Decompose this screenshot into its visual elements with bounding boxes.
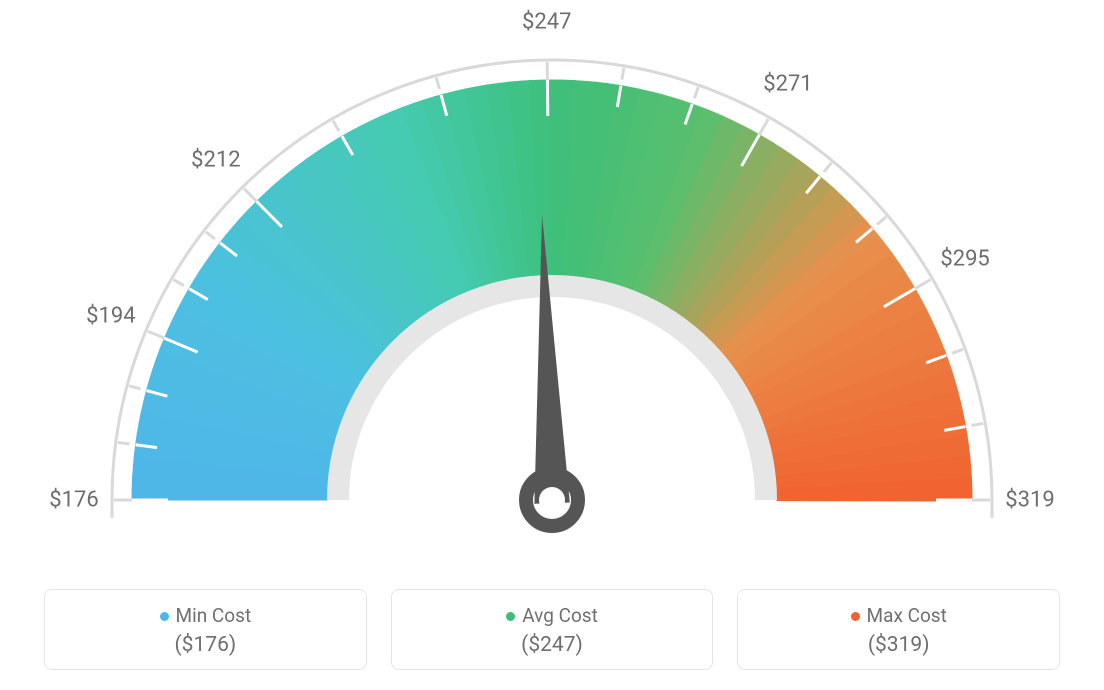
gauge-tick-label: $212: [191, 148, 240, 173]
avg-cost-label: Avg Cost: [522, 604, 598, 627]
max-cost-label: Max Cost: [867, 604, 947, 627]
min-cost-title: Min Cost: [45, 604, 366, 627]
gauge-tick-label: $247: [522, 10, 571, 35]
max-dot: [851, 612, 860, 621]
max-cost-title: Max Cost: [738, 604, 1059, 627]
gauge-tick-label: $194: [86, 303, 135, 328]
avg-dot: [506, 612, 515, 621]
max-cost-value: ($319): [738, 633, 1059, 657]
min-cost-card: Min Cost ($176): [44, 589, 367, 670]
avg-cost-card: Avg Cost ($247): [391, 589, 714, 670]
gauge-tick-label: $271: [763, 72, 812, 97]
max-cost-card: Max Cost ($319): [737, 589, 1060, 670]
avg-cost-value: ($247): [392, 633, 713, 657]
gauge-tick-label: $319: [1005, 488, 1054, 513]
gauge-chart: [0, 0, 1104, 570]
cost-cards: Min Cost ($176) Avg Cost ($247) Max Cost…: [0, 589, 1104, 670]
gauge-area: $176 $194 $212 $247 $271 $295 $319: [0, 0, 1104, 570]
min-dot: [160, 612, 169, 621]
min-cost-label: Min Cost: [176, 604, 252, 627]
min-cost-value: ($176): [45, 633, 366, 657]
gauge-tick-label: $295: [940, 247, 989, 272]
gauge-tick-label: $176: [49, 488, 98, 513]
avg-cost-title: Avg Cost: [392, 604, 713, 627]
